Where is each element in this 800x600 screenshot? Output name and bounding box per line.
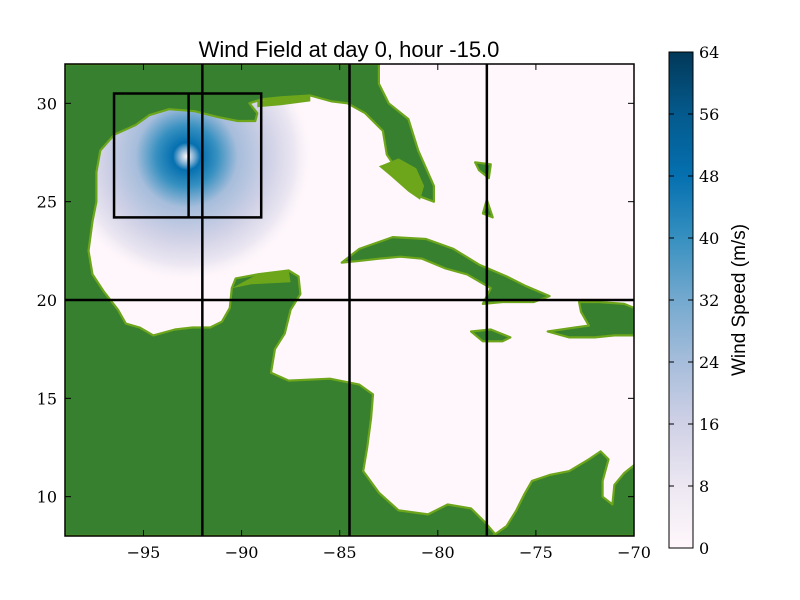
y-tick-label: 30: [37, 94, 57, 113]
colorbar-tick-label: 40: [699, 229, 719, 248]
x-tick-label: −90: [225, 543, 259, 562]
colorbar-tick-label: 48: [699, 167, 719, 186]
colorbar-tick-label: 24: [699, 353, 719, 372]
x-tick-label: −95: [127, 543, 161, 562]
x-tick-label: −70: [617, 543, 651, 562]
colorbar: 0 8 16 24 32 40 48 56 64 Wind Speed (m/s): [668, 43, 750, 558]
land-polygon: [546, 300, 634, 339]
colorbar-ticks: 0 8 16 24 32 40 48 56 64: [669, 43, 719, 558]
y-tick-label: 25: [37, 193, 57, 212]
colorbar-label: Wind Speed (m/s): [729, 224, 750, 376]
land-polygon: [340, 236, 551, 305]
plot-area: −95 −90 −85 −80 −75 −70 10 15 20 25 30: [37, 63, 651, 562]
colorbar-tick-label: 8: [699, 477, 709, 496]
chart-title: Wind Field at day 0, hour -15.0: [199, 37, 500, 62]
storm-boxes: [112, 92, 263, 219]
axis-ticks: −95 −90 −85 −80 −75 −70 10 15 20 25 30: [37, 64, 651, 562]
colorbar-tick-label: 32: [699, 291, 719, 310]
y-tick-label: 20: [37, 291, 57, 310]
land-edge-polygon: [378, 158, 425, 200]
y-tick-label: 10: [37, 488, 57, 507]
x-tick-label: −80: [421, 543, 455, 562]
colorbar-tick-label: 0: [699, 539, 709, 558]
y-tick-label: 15: [37, 389, 57, 408]
land-edge-polygon: [257, 95, 311, 108]
colorbar-tick-label: 64: [699, 43, 719, 62]
x-tick-label: −85: [323, 543, 357, 562]
land-edge-polygon: [231, 270, 291, 289]
colorbar-tick-label: 56: [699, 105, 719, 124]
grid-lines: [65, 64, 634, 536]
land-polygon: [491, 450, 634, 536]
colorbar-tick-label: 16: [699, 415, 719, 434]
x-tick-label: −75: [519, 543, 553, 562]
